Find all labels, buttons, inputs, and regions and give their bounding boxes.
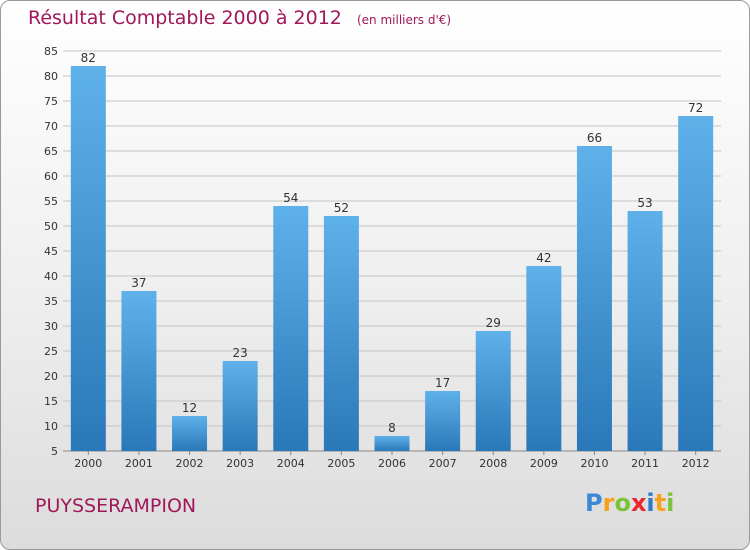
bar-2012 bbox=[678, 116, 714, 451]
y-tick-label: 75 bbox=[44, 95, 58, 108]
bar-2003 bbox=[222, 361, 258, 451]
data-label-2012: 72 bbox=[688, 101, 703, 115]
y-tick-label: 50 bbox=[44, 220, 58, 233]
logo-letter: t bbox=[654, 489, 667, 517]
bar-2004 bbox=[273, 206, 309, 451]
y-tick-label: 40 bbox=[44, 270, 58, 283]
chart-unit: (en milliers d'€) bbox=[356, 13, 452, 27]
logo-letter: i bbox=[666, 489, 675, 517]
proxiti-logo[interactable]: Proxiti bbox=[585, 489, 674, 517]
x-tick-label: 2010 bbox=[580, 457, 608, 470]
y-tick-label: 65 bbox=[44, 145, 58, 158]
commune-name: PUYSSERAMPION bbox=[35, 495, 197, 517]
logo-letter: x bbox=[630, 489, 647, 517]
y-axis-ticks: 5 10 15 20 25 30 35 40 45 50 55 60 65 70 75 80 85 bbox=[44, 45, 58, 458]
y-tick-label: 30 bbox=[44, 320, 58, 333]
x-tick-label: 2008 bbox=[479, 457, 507, 470]
gridlines bbox=[63, 50, 721, 452]
data-label-2004: 54 bbox=[283, 191, 298, 205]
bar-2008 bbox=[475, 331, 511, 451]
bar-2007 bbox=[425, 391, 461, 451]
y-tick-label: 10 bbox=[44, 420, 58, 433]
data-label-2010: 66 bbox=[587, 131, 602, 145]
x-tick-label: 2007 bbox=[429, 457, 457, 470]
x-tick-label: 2000 bbox=[74, 457, 102, 470]
bar-2005 bbox=[323, 216, 359, 451]
x-tick-label: 2011 bbox=[631, 457, 659, 470]
y-tick-label: 85 bbox=[44, 45, 58, 58]
chart-title-block: Résultat Comptable 2000 à 2012 (en milli… bbox=[28, 7, 451, 29]
x-tick-label: 2003 bbox=[226, 457, 254, 470]
y-tick-label: 20 bbox=[44, 370, 58, 383]
data-label-2006: 8 bbox=[388, 421, 396, 435]
x-tick-label: 2006 bbox=[378, 457, 406, 470]
x-tick-label: 2012 bbox=[682, 457, 710, 470]
data-label-2009: 42 bbox=[536, 251, 551, 265]
y-tick-label: 35 bbox=[44, 295, 58, 308]
y-tick-label: 15 bbox=[44, 395, 58, 408]
y-tick-label: 70 bbox=[44, 120, 58, 133]
bar-2002 bbox=[172, 416, 208, 451]
data-label-2008: 29 bbox=[486, 316, 501, 330]
data-label-2003: 23 bbox=[233, 346, 248, 360]
x-tick-label: 2001 bbox=[125, 457, 153, 470]
x-tick-label: 2009 bbox=[530, 457, 558, 470]
bar-2000 bbox=[70, 66, 106, 451]
chart-title: Résultat Comptable 2000 à 2012 bbox=[28, 7, 342, 29]
data-label-2005: 52 bbox=[334, 201, 349, 215]
bar-2010 bbox=[576, 146, 612, 451]
logo-letter: P bbox=[585, 489, 603, 517]
y-tick-label: 60 bbox=[44, 170, 58, 183]
x-tick-label: 2004 bbox=[277, 457, 305, 470]
bar-2001 bbox=[121, 291, 157, 451]
x-tick-label: 2002 bbox=[176, 457, 204, 470]
y-tick-label: 55 bbox=[44, 195, 58, 208]
data-label-2011: 53 bbox=[637, 196, 652, 210]
y-tick-label: 45 bbox=[44, 245, 58, 258]
logo-letter: r bbox=[602, 489, 615, 517]
y-tick-label: 25 bbox=[44, 345, 58, 358]
data-label-2001: 37 bbox=[131, 276, 146, 290]
x-axis-ticks: 2000 2001 2002 2003 2004 2005 2006 2007 2008 2009… bbox=[74, 451, 710, 470]
x-tick-label: 2005 bbox=[327, 457, 355, 470]
y-tick-label: 80 bbox=[44, 70, 58, 83]
logo-letter: o bbox=[614, 489, 631, 517]
y-tick-label: 5 bbox=[51, 445, 58, 458]
data-label-2002: 12 bbox=[182, 401, 197, 415]
data-labels: 82 37 12 23 54 52 8 17 29 42 66 53 72 bbox=[81, 51, 704, 435]
bars bbox=[70, 66, 714, 451]
logo-letter: i bbox=[646, 489, 655, 517]
bar-2009 bbox=[526, 266, 562, 451]
bar-2006 bbox=[374, 436, 410, 451]
data-label-2000: 82 bbox=[81, 51, 96, 65]
data-label-2007: 17 bbox=[435, 376, 450, 390]
bar-2011 bbox=[627, 211, 663, 451]
